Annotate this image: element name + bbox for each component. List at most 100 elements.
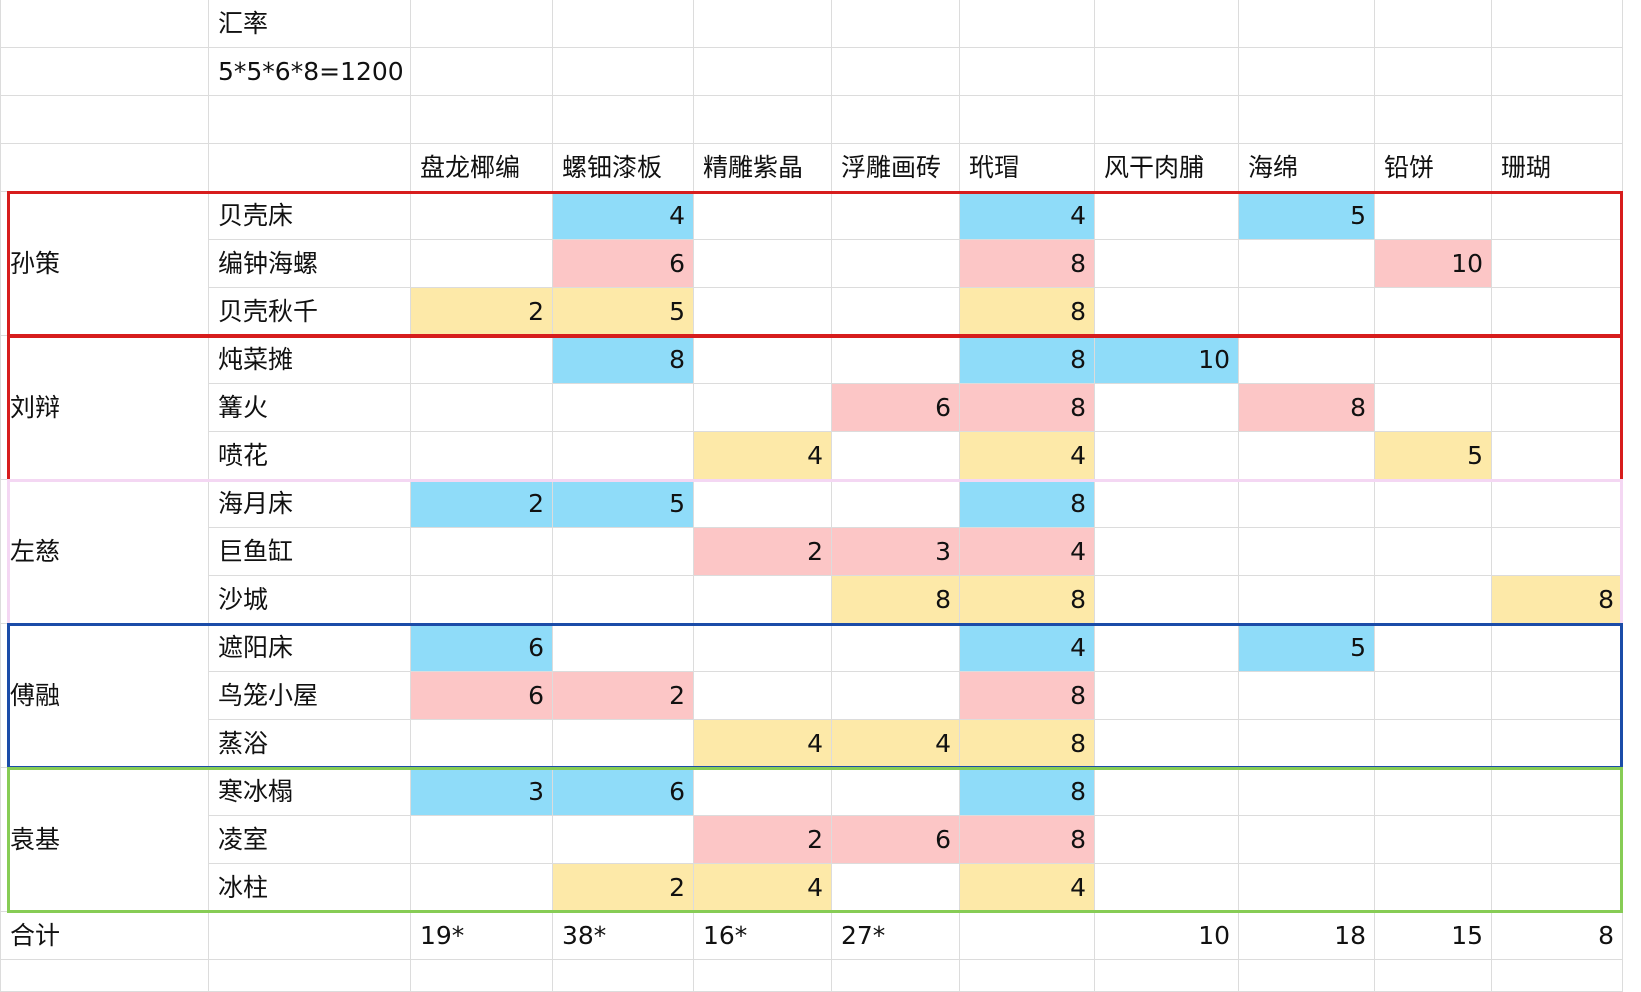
value-cell[interactable]: 8	[960, 240, 1095, 288]
value-cell[interactable]	[1095, 624, 1239, 672]
value-cell[interactable]: 4	[694, 864, 832, 912]
empty-cell[interactable]	[960, 48, 1095, 96]
total-cell[interactable]: 19*	[411, 912, 553, 960]
value-cell[interactable]: 8	[960, 288, 1095, 336]
value-cell[interactable]	[1375, 528, 1492, 576]
header-cell[interactable]: 铅饼	[1375, 144, 1492, 192]
value-cell[interactable]	[1492, 816, 1623, 864]
value-cell[interactable]	[1492, 288, 1623, 336]
empty-cell[interactable]	[960, 96, 1095, 144]
value-cell[interactable]	[1375, 480, 1492, 528]
value-cell[interactable]	[1239, 240, 1375, 288]
empty-cell[interactable]	[0, 960, 209, 992]
value-cell[interactable]: 6	[553, 240, 694, 288]
value-cell[interactable]: 2	[694, 816, 832, 864]
value-cell[interactable]	[553, 576, 694, 624]
empty-cell[interactable]	[209, 96, 411, 144]
value-cell[interactable]: 6	[411, 672, 553, 720]
value-cell[interactable]	[1239, 576, 1375, 624]
total-cell[interactable]: 27*	[832, 912, 960, 960]
value-cell[interactable]	[1239, 720, 1375, 768]
value-cell[interactable]: 8	[960, 672, 1095, 720]
value-cell[interactable]	[1375, 288, 1492, 336]
value-cell[interactable]	[1239, 288, 1375, 336]
value-cell[interactable]	[1492, 864, 1623, 912]
empty-cell[interactable]	[832, 960, 960, 992]
empty-cell[interactable]	[1239, 960, 1375, 992]
value-cell[interactable]: 5	[1239, 624, 1375, 672]
value-cell[interactable]: 4	[960, 432, 1095, 480]
value-cell[interactable]	[1239, 480, 1375, 528]
empty-cell[interactable]	[553, 48, 694, 96]
value-cell[interactable]: 5	[1239, 192, 1375, 240]
value-cell[interactable]	[1095, 384, 1239, 432]
value-cell[interactable]	[1375, 384, 1492, 432]
item-label[interactable]: 编钟海螺	[209, 240, 411, 288]
item-label[interactable]: 巨鱼缸	[209, 528, 411, 576]
value-cell[interactable]	[1095, 480, 1239, 528]
item-label[interactable]: 沙城	[209, 576, 411, 624]
empty-cell[interactable]	[553, 960, 694, 992]
empty-cell[interactable]	[209, 144, 411, 192]
empty-cell[interactable]	[0, 0, 209, 48]
value-cell[interactable]	[411, 240, 553, 288]
value-cell[interactable]	[1239, 768, 1375, 816]
value-cell[interactable]: 2	[553, 864, 694, 912]
empty-cell[interactable]	[694, 48, 832, 96]
value-cell[interactable]	[1239, 336, 1375, 384]
value-cell[interactable]: 8	[832, 576, 960, 624]
value-cell[interactable]: 4	[960, 528, 1095, 576]
value-cell[interactable]	[1095, 528, 1239, 576]
empty-cell[interactable]	[694, 960, 832, 992]
value-cell[interactable]: 6	[553, 768, 694, 816]
group-name[interactable]: 袁基	[0, 768, 209, 912]
value-cell[interactable]	[553, 624, 694, 672]
value-cell[interactable]	[1375, 816, 1492, 864]
empty-cell[interactable]	[1492, 960, 1623, 992]
value-cell[interactable]	[1375, 576, 1492, 624]
value-cell[interactable]: 8	[1239, 384, 1375, 432]
header-cell[interactable]: 珊瑚	[1492, 144, 1623, 192]
value-cell[interactable]	[1095, 240, 1239, 288]
empty-cell[interactable]	[411, 48, 553, 96]
group-name[interactable]: 孙策	[0, 192, 209, 336]
empty-cell[interactable]	[209, 912, 411, 960]
item-label[interactable]: 篝火	[209, 384, 411, 432]
header-cell[interactable]: 浮雕画砖	[832, 144, 960, 192]
value-cell[interactable]: 2	[411, 288, 553, 336]
empty-cell[interactable]	[960, 960, 1095, 992]
value-cell[interactable]	[1239, 672, 1375, 720]
item-label[interactable]: 冰柱	[209, 864, 411, 912]
value-cell[interactable]	[1492, 192, 1623, 240]
item-label[interactable]: 喷花	[209, 432, 411, 480]
header-cell[interactable]: 盘龙椰编	[411, 144, 553, 192]
empty-cell[interactable]	[1095, 48, 1239, 96]
value-cell[interactable]	[1375, 624, 1492, 672]
total-cell[interactable]: 15	[1375, 912, 1492, 960]
empty-cell[interactable]	[832, 96, 960, 144]
item-label[interactable]: 遮阳床	[209, 624, 411, 672]
empty-cell[interactable]	[411, 96, 553, 144]
value-cell[interactable]	[1492, 240, 1623, 288]
value-cell[interactable]: 6	[411, 624, 553, 672]
value-cell[interactable]: 8	[960, 576, 1095, 624]
value-cell[interactable]: 8	[960, 720, 1095, 768]
value-cell[interactable]	[694, 768, 832, 816]
value-cell[interactable]	[553, 432, 694, 480]
exchange-rate-label[interactable]: 汇率	[209, 0, 411, 48]
value-cell[interactable]	[694, 240, 832, 288]
value-cell[interactable]	[832, 672, 960, 720]
empty-cell[interactable]	[553, 0, 694, 48]
item-label[interactable]: 贝壳床	[209, 192, 411, 240]
value-cell[interactable]	[1095, 432, 1239, 480]
item-label[interactable]: 寒冰榻	[209, 768, 411, 816]
total-cell[interactable]: 38*	[553, 912, 694, 960]
value-cell[interactable]	[1492, 384, 1623, 432]
value-cell[interactable]: 10	[1375, 240, 1492, 288]
value-cell[interactable]: 3	[411, 768, 553, 816]
empty-cell[interactable]	[1095, 960, 1239, 992]
empty-cell[interactable]	[1492, 0, 1623, 48]
value-cell[interactable]: 10	[1095, 336, 1239, 384]
value-cell[interactable]: 5	[553, 480, 694, 528]
empty-cell[interactable]	[1375, 96, 1492, 144]
